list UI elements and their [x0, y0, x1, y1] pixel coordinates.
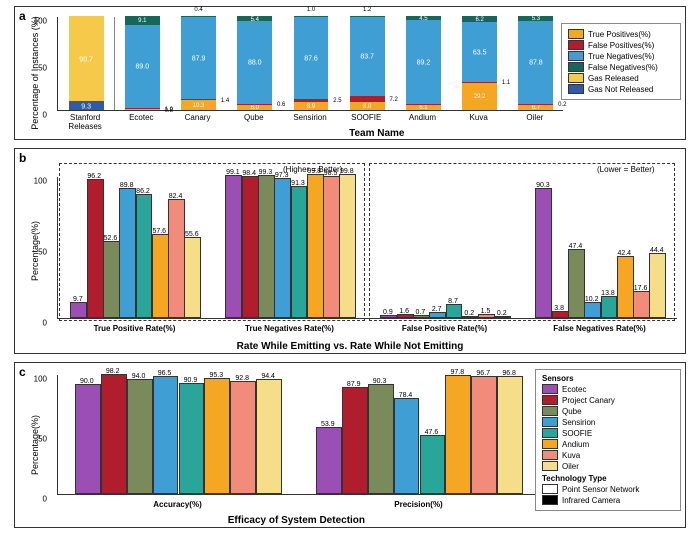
panel-c-chart: 90.098.294.096.590.995.392.894.453.987.9… — [57, 375, 539, 495]
panel-a-xtitle: Team Name — [349, 128, 404, 139]
bar-ecotec — [535, 188, 552, 318]
bar-soofie — [601, 296, 618, 318]
bar-ecotec — [75, 384, 101, 494]
panel-a-chart: 9.390.70.81.089.09.110.31.487.90.46.00.6… — [57, 17, 563, 111]
panel-b-xtitle: Rate While Emitting vs. Rate While Not E… — [237, 341, 464, 352]
bar-kuva — [471, 376, 497, 494]
panel-b-note-lower: (Lower = Better) — [597, 165, 655, 174]
bar-canary — [101, 374, 127, 494]
bar-qube — [103, 241, 120, 318]
bar-soofie — [291, 186, 308, 318]
panel-c: c Percentage(%) 050100 90.098.294.096.59… — [14, 362, 686, 528]
bar-canary — [342, 387, 368, 494]
panel-a: a Percentage of Instances (%) 050100 9.3… — [14, 6, 686, 140]
bar-kuva — [168, 199, 185, 318]
bar-canary — [87, 179, 104, 318]
bar-sensirion — [119, 188, 136, 318]
bar-andium — [617, 256, 634, 318]
bar-canary — [552, 311, 569, 318]
bar-canary — [242, 176, 259, 318]
bar-sensirion — [274, 178, 291, 318]
panel-c-xtitle: Efficacy of System Detection — [228, 515, 365, 526]
bar-qube — [368, 384, 394, 494]
bar-soofie — [420, 435, 446, 494]
bar-oiler — [339, 174, 356, 318]
bar-sensirion — [394, 398, 420, 494]
panel-b: b Percentage(%) 050100 9.796.252.689.886… — [14, 148, 686, 354]
bar-soofie — [179, 383, 205, 494]
bar-andium — [445, 375, 471, 494]
bar-ecotec — [316, 427, 342, 494]
bar-ecotec — [225, 175, 242, 318]
bar-oiler — [184, 237, 201, 318]
bar-oiler — [649, 253, 666, 318]
bar-qube — [258, 175, 275, 318]
bar-kuva — [230, 381, 256, 494]
bar-kuva — [633, 291, 650, 318]
bar-qube — [568, 249, 585, 318]
bar-sensirion — [153, 376, 179, 494]
panel-a-legend: True Positives(%)False Positives(%)True … — [561, 23, 681, 100]
bar-qube — [127, 379, 153, 494]
panel-c-legend: SensorsEcotecProject CanaryQubeSensirion… — [535, 369, 681, 511]
panel-b-note-higher: (Higher = Better) — [283, 165, 342, 174]
bar-oiler — [497, 376, 523, 494]
bar-kuva — [323, 176, 340, 318]
panel-b-chart: 9.796.252.689.886.257.682.455.699.198.49… — [57, 177, 677, 319]
bar-soofie — [136, 194, 153, 318]
bar-oiler — [256, 379, 282, 494]
bar-ecotec — [70, 302, 87, 318]
bar-sensirion — [584, 302, 601, 318]
panel-letter-b: b — [19, 151, 26, 165]
bar-soofie — [446, 304, 463, 318]
bar-andium — [204, 378, 230, 494]
bar-andium — [152, 234, 169, 318]
bar-andium — [307, 174, 324, 318]
